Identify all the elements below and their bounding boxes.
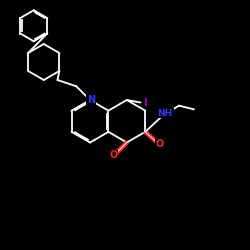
Text: O: O	[109, 150, 118, 160]
Text: NH: NH	[158, 108, 173, 118]
Text: N: N	[87, 95, 95, 105]
Text: I: I	[143, 98, 147, 108]
Text: O: O	[155, 139, 164, 149]
